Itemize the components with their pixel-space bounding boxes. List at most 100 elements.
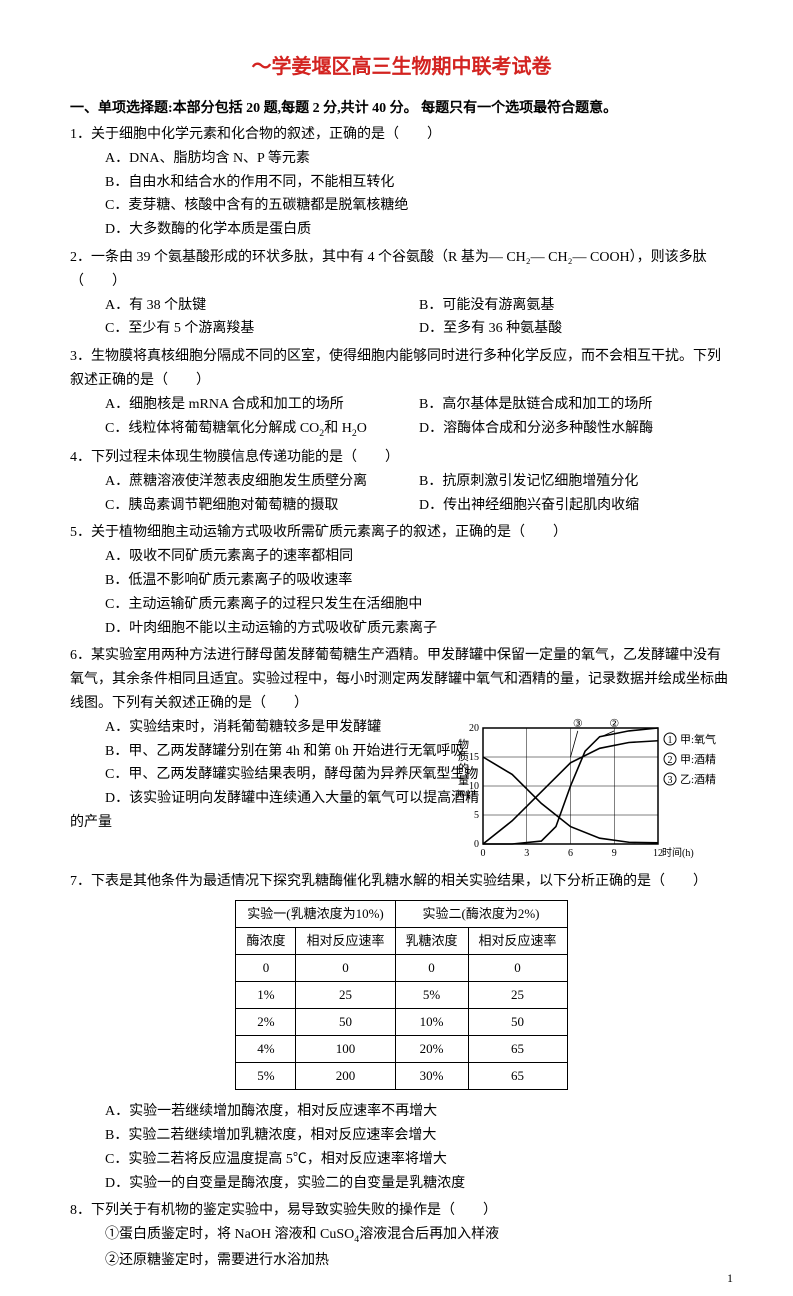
table-cell: 50 bbox=[468, 1008, 567, 1035]
table-cell: 50 bbox=[296, 1008, 395, 1035]
svg-text:20: 20 bbox=[469, 723, 479, 734]
question: 4．下列过程未体现生物膜信息传递功能的是（ ）A．蔗糖溶液使洋葱表皮细胞发生质壁… bbox=[70, 446, 733, 517]
options: A．吸收不同矿质元素离子的速率都相同B．低温不影响矿质元素离子的吸收速率C．主动… bbox=[70, 545, 733, 640]
question: 6．某实验室用两种方法进行酵母菌发酵葡萄糖生产酒精。甲发酵罐中保留一定量的氧气，… bbox=[70, 644, 733, 865]
table-cell: 0 bbox=[468, 954, 567, 981]
options: A．实验一若继续增加酶浓度，相对反应速率不再增大B．实验二若继续增加乳糖浓度，相… bbox=[70, 1100, 733, 1195]
option: A．细胞核是 mRNA 合成和加工的场所 bbox=[105, 393, 419, 417]
table-cell: 20% bbox=[395, 1036, 468, 1063]
option: A．实验结束时，消耗葡萄糖较多是甲发酵罐 bbox=[105, 716, 440, 740]
table-row: 2%5010%50 bbox=[236, 1008, 567, 1035]
option: D．溶酶体合成和分泌多种酸性水解酶 bbox=[419, 417, 733, 442]
question: 1．关于细胞中化学元素和化合物的叙述，正确的是（ ）A．DNA、脂肪均含 N、P… bbox=[70, 123, 733, 242]
question-stem: 8．下列关于有机物的鉴定实验中，易导致实验失败的操作是（ ） bbox=[70, 1199, 733, 1223]
option: A．有 38 个肽键 bbox=[105, 294, 419, 318]
svg-text:1: 1 bbox=[668, 735, 673, 746]
table-row: 1%255%25 bbox=[236, 981, 567, 1008]
option: A．吸收不同矿质元素离子的速率都相同 bbox=[105, 545, 733, 569]
option: B．实验二若继续增加乳糖浓度，相对反应速率会增大 bbox=[105, 1124, 733, 1148]
options: A．实验结束时，消耗葡萄糖较多是甲发酵罐B．甲、乙两发酵罐分别在第 4h 和第 … bbox=[70, 716, 440, 811]
option: ①蛋白质鉴定时，将 NaOH 溶液和 CuSO4溶液混合后再加入样液 bbox=[105, 1223, 733, 1248]
svg-text:2: 2 bbox=[668, 755, 673, 766]
option: D．叶肉细胞不能以主动运输的方式吸收矿质元素离子 bbox=[105, 617, 733, 641]
table-cell: 100 bbox=[296, 1036, 395, 1063]
svg-text:甲:氧气: 甲:氧气 bbox=[680, 732, 716, 746]
table-cell: 25 bbox=[468, 981, 567, 1008]
table-cell: 0 bbox=[236, 954, 296, 981]
table-cell: 0 bbox=[296, 954, 395, 981]
question-stem: 4．下列过程未体现生物膜信息传递功能的是（ ） bbox=[70, 446, 733, 470]
option: B．自由水和结合水的作用不同，不能相互转化 bbox=[105, 171, 733, 195]
option: B．可能没有游离氨基 bbox=[419, 294, 733, 318]
option: D．实验一的自变量是酶浓度，实验二的自变量是乳糖浓度 bbox=[105, 1172, 733, 1196]
table-row: 0000 bbox=[236, 954, 567, 981]
option: C．麦芽糖、核酸中含有的五碳糖都是脱氧核糖绝 bbox=[105, 194, 733, 218]
option: D．传出神经细胞兴奋引起肌肉收缩 bbox=[419, 494, 733, 518]
svg-text:0: 0 bbox=[481, 848, 486, 859]
table-header: 实验一(乳糖浓度为10%) bbox=[236, 900, 395, 927]
options: A．有 38 个肽键B．可能没有游离氨基C．至少有 5 个游离羧基D．至多有 3… bbox=[70, 294, 733, 342]
table-cell: 5% bbox=[395, 981, 468, 1008]
table-cell: 65 bbox=[468, 1036, 567, 1063]
svg-text:9: 9 bbox=[612, 848, 617, 859]
svg-text:乙:酒精: 乙:酒精 bbox=[680, 773, 716, 786]
table-cell: 2% bbox=[236, 1008, 296, 1035]
question: 5．关于植物细胞主动运输方式吸收所需矿质元素离子的叙述，正确的是（ ）A．吸收不… bbox=[70, 521, 733, 640]
table-row: 5%20030%65 bbox=[236, 1063, 567, 1090]
exam-title: ～学姜堰区高三生物期中联考试卷 bbox=[70, 50, 733, 79]
svg-text:6: 6 bbox=[568, 848, 573, 859]
option: ②还原糖鉴定时，需要进行水浴加热 bbox=[105, 1249, 733, 1273]
question: 7．下表是其他条件为最适情况下探究乳糖酶催化乳糖水解的相关实验结果，以下分析正确… bbox=[70, 870, 733, 1196]
option: B．甲、乙两发酵罐分别在第 4h 和第 0h 开始进行无氧呼吸 bbox=[105, 740, 440, 764]
table-cell: 4% bbox=[236, 1036, 296, 1063]
table-cell: 5% bbox=[236, 1063, 296, 1090]
table-row: 4%10020%65 bbox=[236, 1036, 567, 1063]
option: A．DNA、脂肪均含 N、P 等元素 bbox=[105, 147, 733, 171]
option: D．大多数酶的化学本质是蛋白质 bbox=[105, 218, 733, 242]
table-cell: 10% bbox=[395, 1008, 468, 1035]
option: C．实验二若将反应温度提高 5℃，相对反应速率将增大 bbox=[105, 1148, 733, 1172]
table-subheader: 相对反应速率 bbox=[296, 927, 395, 954]
options: A．DNA、脂肪均含 N、P 等元素B．自由水和结合水的作用不同，不能相互转化C… bbox=[70, 147, 733, 242]
svg-text:5: 5 bbox=[474, 810, 479, 821]
table-cell: 65 bbox=[468, 1063, 567, 1090]
table-subheader: 酶浓度 bbox=[236, 927, 296, 954]
svg-text:15: 15 bbox=[469, 752, 479, 763]
section-heading: 一、单项选择题:本部分包括 20 题,每题 2 分,共计 40 分。 每题只有一… bbox=[70, 97, 733, 117]
question-stem: 1．关于细胞中化学元素和化合物的叙述，正确的是（ ） bbox=[70, 123, 733, 147]
table-cell: 0 bbox=[395, 954, 468, 981]
data-table: 实验一(乳糖浓度为10%)实验二(酶浓度为2%)酶浓度相对反应速率乳糖浓度相对反… bbox=[235, 900, 567, 1091]
option: B．低温不影响矿质元素离子的吸收速率 bbox=[105, 569, 733, 593]
svg-text:时间(h): 时间(h) bbox=[662, 846, 694, 859]
page-number: 1 bbox=[727, 1271, 733, 1286]
svg-text:0: 0 bbox=[474, 839, 479, 850]
svg-text:3: 3 bbox=[524, 848, 529, 859]
svg-text:②: ② bbox=[609, 718, 619, 730]
option: D．至多有 36 种氨基酸 bbox=[419, 317, 733, 341]
question: 2．一条由 39 个氨基酸形成的环状多肽，其中有 4 个谷氨酸（R 基为— CH… bbox=[70, 246, 733, 341]
option: C．至少有 5 个游离羧基 bbox=[105, 317, 419, 341]
options: A．蔗糖溶液使洋葱表皮细胞发生质壁分离B．抗原刺激引发记忆细胞增殖分化C．胰岛素… bbox=[70, 470, 733, 518]
question-stem: 7．下表是其他条件为最适情况下探究乳糖酶催化乳糖水解的相关实验结果，以下分析正确… bbox=[70, 870, 733, 894]
option: A．蔗糖溶液使洋葱表皮细胞发生质壁分离 bbox=[105, 470, 419, 494]
option: A．实验一若继续增加酶浓度，相对反应速率不再增大 bbox=[105, 1100, 733, 1124]
svg-text:③: ③ bbox=[573, 718, 583, 730]
option: C．胰岛素调节靶细胞对葡萄糖的摄取 bbox=[105, 494, 419, 518]
question-stem: 6．某实验室用两种方法进行酵母菌发酵葡萄糖生产酒精。甲发酵罐中保留一定量的氧气，… bbox=[70, 644, 733, 715]
option: C．主动运输矿质元素离子的过程只发生在活细胞中 bbox=[105, 593, 733, 617]
table-cell: 30% bbox=[395, 1063, 468, 1090]
table-cell: 1% bbox=[236, 981, 296, 1008]
option: C．甲、乙两发酵罐实验结果表明，酵母菌为异养厌氧型生物 bbox=[105, 763, 440, 787]
table-cell: 25 bbox=[296, 981, 395, 1008]
table-cell: 200 bbox=[296, 1063, 395, 1090]
question-stem: 2．一条由 39 个氨基酸形成的环状多肽，其中有 4 个谷氨酸（R 基为— CH… bbox=[70, 246, 733, 294]
option: C．线粒体将葡萄糖氧化分解成 CO2和 H2O bbox=[105, 417, 419, 442]
question-stem: 3．生物膜将真核细胞分隔成不同的区室，使得细胞内能够同时进行多种化学反应，而不会… bbox=[70, 345, 733, 393]
questions-container: 1．关于细胞中化学元素和化合物的叙述，正确的是（ ）A．DNA、脂肪均含 N、P… bbox=[70, 123, 733, 1272]
svg-text:甲:酒精: 甲:酒精 bbox=[680, 753, 716, 766]
table-subheader: 乳糖浓度 bbox=[395, 927, 468, 954]
question: 8．下列关于有机物的鉴定实验中，易导致实验失败的操作是（ ）①蛋白质鉴定时，将 … bbox=[70, 1199, 733, 1272]
question-stem: 5．关于植物细胞主动运输方式吸收所需矿质元素离子的叙述，正确的是（ ） bbox=[70, 521, 733, 545]
question: 3．生物膜将真核细胞分隔成不同的区室，使得细胞内能够同时进行多种化学反应，而不会… bbox=[70, 345, 733, 442]
option: B．高尔基体是肽链合成和加工的场所 bbox=[419, 393, 733, 417]
